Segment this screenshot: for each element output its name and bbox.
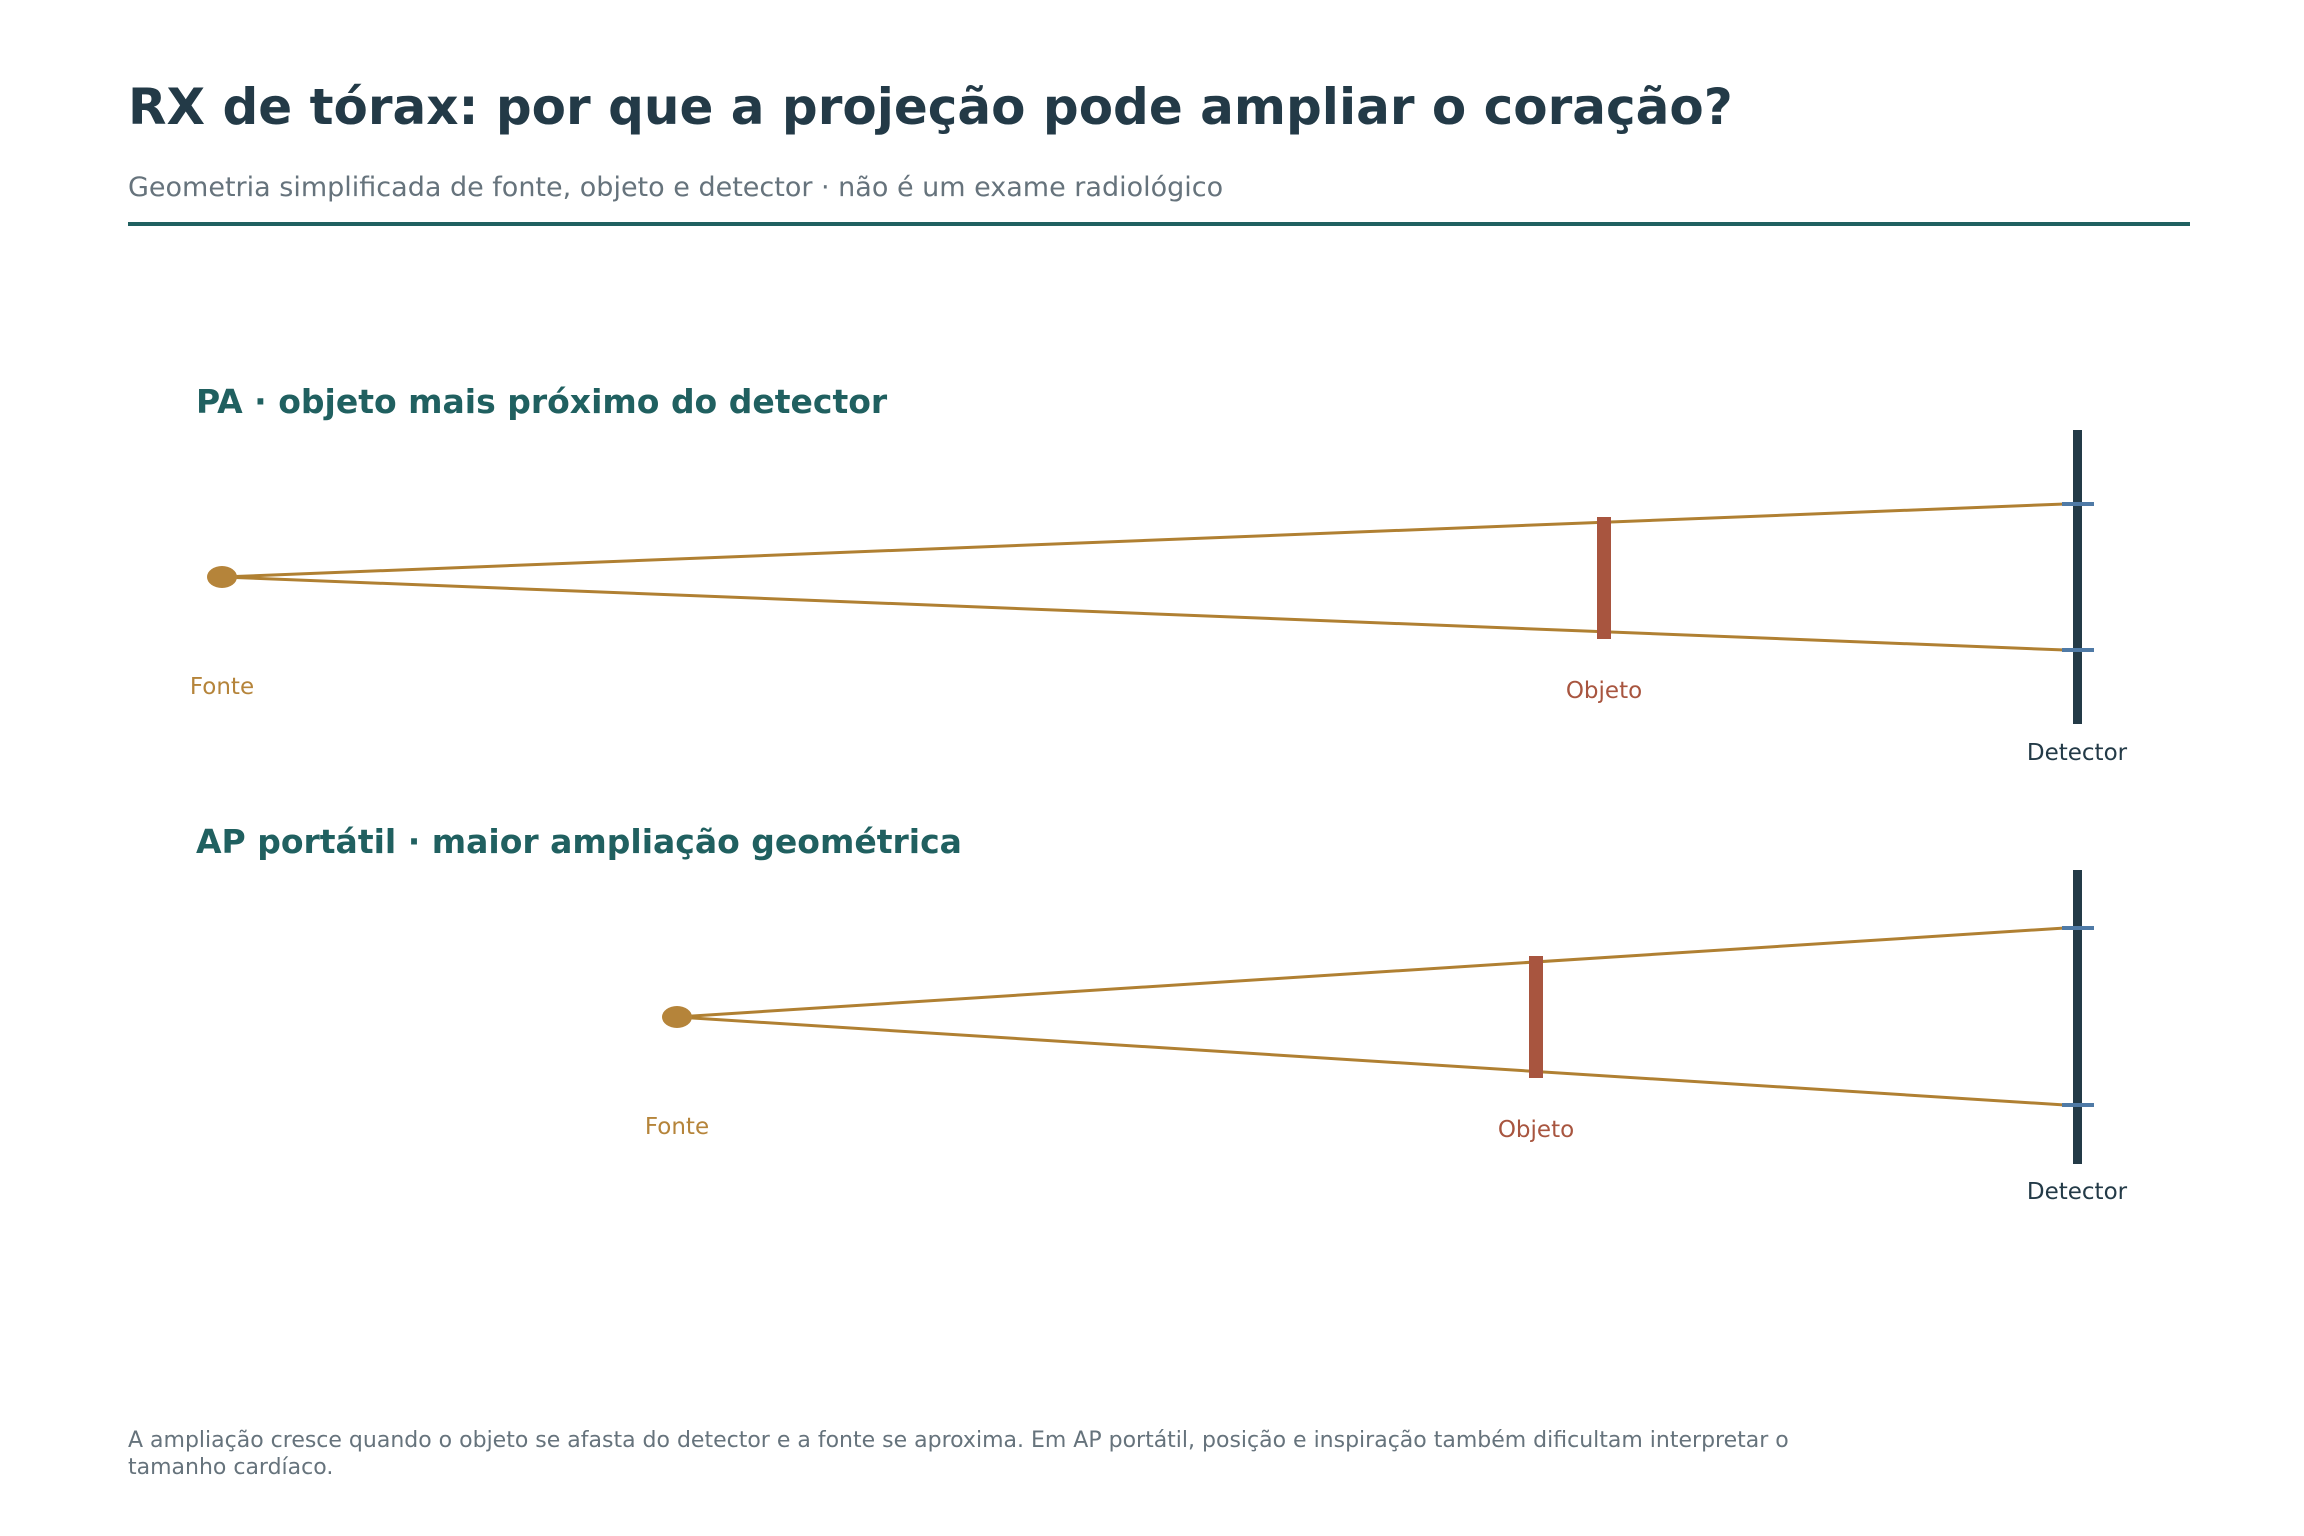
panel-title: AP portátil · maior ampliação geométrica bbox=[196, 822, 962, 861]
ray-upper bbox=[676, 926, 2066, 1019]
source-label: Fonte bbox=[645, 1114, 709, 1140]
panel-pa: PA · objeto mais próximo do detector Fon… bbox=[190, 382, 2128, 766]
page-subtitle: Geometria simplificada de fonte, objeto … bbox=[128, 172, 1223, 203]
source-label: Fonte bbox=[190, 674, 254, 700]
panel-ap-portatil: AP portátil · maior ampliação geométrica… bbox=[196, 822, 2128, 1205]
ray-lower bbox=[221, 575, 2066, 652]
object-bar bbox=[1597, 517, 1611, 639]
ray-lower bbox=[676, 1015, 2066, 1107]
panel-title: PA · objeto mais próximo do detector bbox=[196, 382, 888, 421]
page-title: RX de tórax: por que a projeção pode amp… bbox=[128, 78, 1733, 136]
detector-label: Detector bbox=[2027, 1179, 2128, 1205]
footnote-line-2: tamanho cardíaco. bbox=[128, 1455, 333, 1480]
detector-bar bbox=[2073, 430, 2082, 724]
xray-source bbox=[662, 1006, 692, 1028]
object-bar bbox=[1529, 956, 1543, 1078]
xray-source bbox=[207, 566, 237, 588]
detector-label: Detector bbox=[2027, 740, 2128, 766]
object-label: Objeto bbox=[1566, 678, 1642, 704]
object-label: Objeto bbox=[1498, 1117, 1574, 1143]
ray-upper bbox=[221, 502, 2066, 579]
detector-bar bbox=[2073, 870, 2082, 1164]
footnote-line-1: A ampliação cresce quando o objeto se af… bbox=[128, 1428, 1789, 1453]
